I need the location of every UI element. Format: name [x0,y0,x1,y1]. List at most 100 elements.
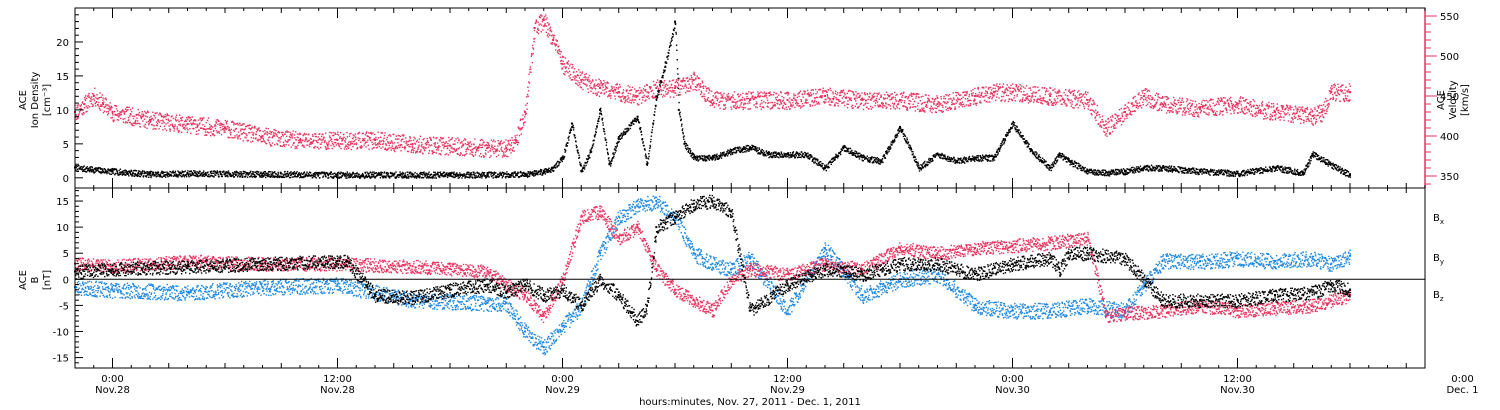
data-point [1165,95,1167,98]
data-point [1241,107,1243,109]
data-point [214,127,217,130]
data-point [756,95,759,98]
data-point [571,63,574,66]
data-point [501,150,503,152]
data-point [541,15,543,17]
data-point [991,97,993,100]
data-point [1195,104,1198,106]
data-point [605,86,607,88]
data-point [245,174,247,176]
data-point [1020,85,1023,87]
data-point [137,113,140,115]
data-point [344,175,346,178]
data-point [153,115,156,117]
data-point [766,97,768,99]
data-point [130,114,132,116]
data-point [1156,109,1158,112]
data-point [790,99,792,101]
data-point [480,138,483,141]
data-point [78,165,80,167]
data-point [293,171,296,173]
data-point [1280,116,1283,118]
data-point [474,154,477,156]
data-point [1109,132,1112,134]
data-point [201,118,204,120]
data-point [442,141,445,143]
data-point [360,147,363,149]
data-point [95,168,97,170]
data-point [1050,101,1053,103]
data-point [905,96,907,99]
data-point [252,137,255,139]
data-point [231,136,233,139]
data-point [1274,111,1276,113]
data-point [918,96,920,99]
data-point [121,171,123,173]
data-point [557,52,560,55]
data-point [690,77,693,79]
data-point [528,81,530,83]
data-point [949,106,951,109]
data-point [1052,104,1055,106]
data-point [1229,109,1231,111]
data-point [369,138,371,140]
data-point [176,176,178,178]
data-point [851,107,853,109]
data-point [276,135,278,138]
data-point [526,108,528,110]
data-point [880,95,882,97]
data-point [726,94,728,96]
data-point [1348,83,1351,85]
data-point [382,146,384,148]
data-point [1156,101,1158,103]
data-point [857,96,860,98]
data-point [217,171,219,174]
data-point [233,122,235,124]
data-point [755,97,757,99]
data-point [533,40,535,43]
data-point [1219,110,1222,112]
data-point [655,81,658,84]
data-point [463,139,465,142]
data-point [485,149,487,152]
data-point [1216,110,1218,113]
data-point [251,131,253,134]
data-point [124,122,127,124]
data-point [669,80,671,83]
data-point [546,34,548,36]
data-point [1022,86,1025,88]
data-point [286,175,288,178]
data-point [1085,93,1087,96]
data-point [770,94,773,96]
data-point [551,43,553,45]
data-point [452,148,454,150]
data-point [621,92,624,95]
data-point [330,139,332,141]
data-point [476,147,478,149]
data-point [546,17,548,19]
data-point [183,123,185,125]
data-point [761,102,763,104]
data-point [177,119,179,121]
data-point [1311,109,1313,112]
data-point [395,138,397,140]
data-point [1131,103,1133,106]
data-point [719,107,721,110]
data-point [1115,122,1117,124]
data-point [599,84,601,86]
data-point [805,102,808,104]
data-point [358,139,360,142]
data-point [288,176,291,179]
data-point [793,97,796,99]
data-point [294,137,296,139]
data-point [1330,97,1332,100]
data-point [1100,124,1102,127]
data-point [413,150,415,152]
data-point [1162,105,1165,107]
data-point [811,104,814,107]
data-point [1042,99,1044,101]
data-point [548,24,550,26]
data-point [1320,108,1322,111]
data-point [303,146,305,148]
data-point [914,110,917,112]
